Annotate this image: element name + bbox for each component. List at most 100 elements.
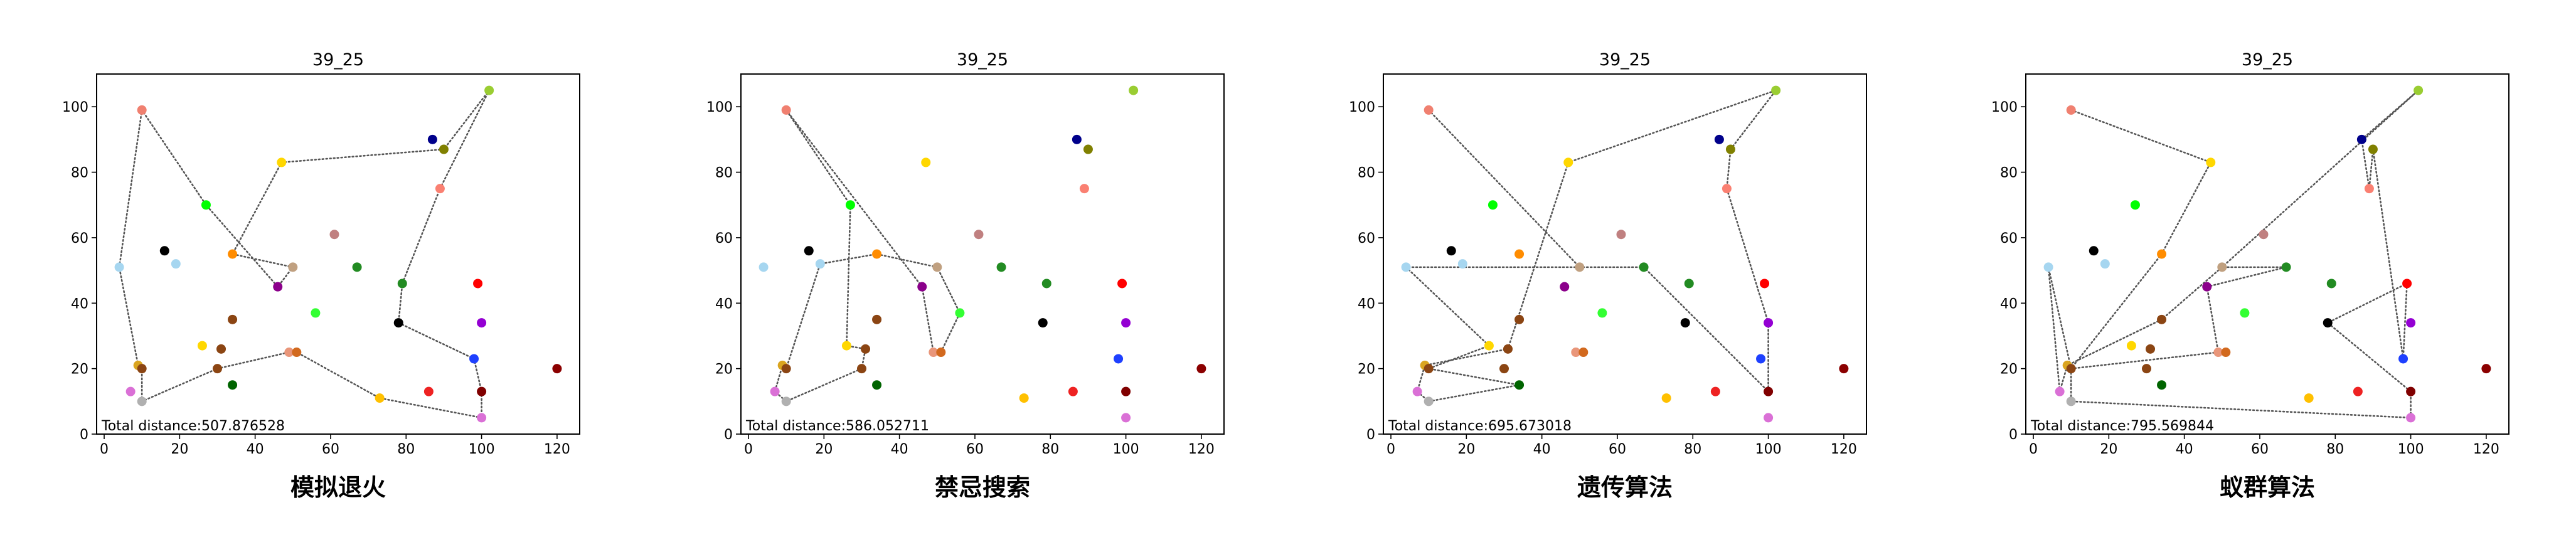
city-point <box>1764 413 1774 423</box>
city-point <box>2481 364 2491 374</box>
y-tick-label: 0 <box>724 427 733 443</box>
x-tick-label: 120 <box>2473 442 2499 457</box>
plot-title: 39_25 <box>957 50 1008 70</box>
city-point <box>1680 318 1690 328</box>
city-point <box>921 157 931 167</box>
city-point <box>1578 348 1589 358</box>
x-tick-label: 60 <box>966 442 984 457</box>
route-path <box>2047 90 2419 419</box>
x-tick-label: 60 <box>322 442 339 457</box>
y-tick-label: 100 <box>1991 100 2018 115</box>
y-tick-label: 80 <box>1358 166 1375 181</box>
x-tick-label: 40 <box>2176 442 2193 457</box>
city-point <box>2323 318 2333 328</box>
panel-1: 39_25 0 20 40 60 80 100 120 0 20 40 60 80 100 Total di… <box>62 50 580 501</box>
city-point <box>228 249 238 259</box>
x-tick-label: 100 <box>1113 442 1139 457</box>
x-tick-label: 100 <box>1755 442 1782 457</box>
x-tick-label: 60 <box>1609 442 1626 457</box>
city-point <box>397 279 407 289</box>
city-point <box>2221 348 2231 358</box>
city-point <box>1499 364 1509 374</box>
city-point <box>917 282 927 292</box>
city-point <box>137 396 147 406</box>
y-tick-label: 40 <box>715 296 733 312</box>
x-tick-label: 40 <box>891 442 908 457</box>
x-tick-label: 0 <box>744 442 753 457</box>
panel-4: 39_25 0 20 40 60 80 100 120 0 20 40 60 80 100 Total di… <box>1991 50 2509 501</box>
city-point <box>1616 230 1626 240</box>
city-point <box>2142 364 2151 374</box>
city-point <box>288 262 298 272</box>
city-point <box>1710 386 1720 396</box>
x-tick-label: 20 <box>171 442 188 457</box>
x-tick-label: 20 <box>2100 442 2117 457</box>
y-tick-label: 60 <box>1358 231 1375 247</box>
city-point <box>2157 249 2167 259</box>
total-distance-label: Total distance:695.673018 <box>1388 418 1572 434</box>
city-point <box>1121 386 1131 396</box>
city-point <box>1019 393 1029 403</box>
city-point <box>2398 354 2408 364</box>
y-tick-label: 20 <box>2000 362 2018 378</box>
city-point <box>872 380 882 390</box>
city-point <box>159 246 169 256</box>
city-point <box>1771 85 1781 95</box>
city-point <box>1514 314 1525 324</box>
city-point <box>1684 279 1694 289</box>
city-point <box>311 308 321 318</box>
y-tick-label: 100 <box>1349 100 1375 115</box>
total-distance-label: Total distance:507.876528 <box>101 418 285 434</box>
city-point <box>1079 184 1089 194</box>
city-point <box>2089 246 2099 256</box>
city-point <box>2213 348 2223 358</box>
city-point <box>2146 344 2156 354</box>
city-point <box>1571 348 1581 358</box>
city-point <box>1424 396 1434 406</box>
city-point <box>1514 380 1525 390</box>
city-point <box>1196 364 1206 374</box>
city-point <box>845 200 855 210</box>
city-point <box>781 396 791 406</box>
axes-frame <box>740 73 1225 435</box>
algorithm-caption: 模拟退火 <box>290 474 386 501</box>
city-point <box>1401 262 1411 272</box>
y-tick-label: 0 <box>1366 427 1375 443</box>
city-point <box>197 341 207 351</box>
city-point <box>1038 318 1048 328</box>
city-point <box>1457 259 1467 269</box>
y-tick-label: 0 <box>80 427 88 443</box>
x-tick-label: 80 <box>1684 442 1701 457</box>
city-point <box>1041 279 1051 289</box>
city-point <box>1575 262 1585 272</box>
city-point <box>1424 105 1434 115</box>
x-tick-label: 60 <box>2251 442 2269 457</box>
city-point <box>137 105 147 115</box>
city-point <box>2157 380 2167 390</box>
city-point <box>1756 354 1766 364</box>
y-tick-label: 80 <box>71 166 88 181</box>
algorithm-caption: 禁忌搜索 <box>935 474 1030 501</box>
plot-title: 39_25 <box>312 50 364 70</box>
city-point <box>2202 282 2212 292</box>
city-point <box>1424 364 1434 374</box>
city-point <box>228 314 238 324</box>
city-point <box>439 144 449 154</box>
y-tick-label: 60 <box>71 231 88 247</box>
route-path <box>1403 88 1779 403</box>
city-point <box>477 318 487 328</box>
city-point <box>292 348 302 358</box>
city-point <box>423 386 434 396</box>
city-point <box>477 413 487 423</box>
city-point <box>1764 318 1774 328</box>
city-point <box>552 364 562 374</box>
city-point <box>329 230 339 240</box>
axes-frame <box>2025 73 2509 435</box>
city-point <box>1488 200 1498 210</box>
city-point <box>375 393 385 403</box>
city-point <box>781 364 791 374</box>
x-tick-label: 40 <box>247 442 264 457</box>
city-point <box>2130 200 2140 210</box>
city-point <box>872 249 882 259</box>
